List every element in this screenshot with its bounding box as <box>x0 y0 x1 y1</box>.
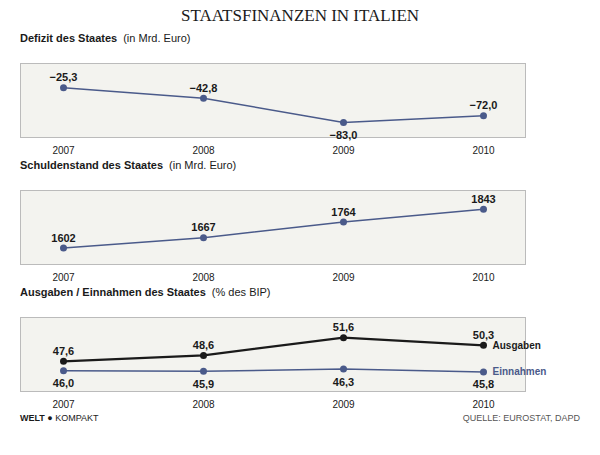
html-text:STAATSFINANZEN IN ITALIEN: STAATSFINANZEN IN ITALIEN <box>181 6 419 25</box>
svg-text:2008: 2008 <box>192 399 215 410</box>
html-text:(in Mrd. Euro): (in Mrd. Euro) <box>123 32 191 44</box>
svg-text:1602: 1602 <box>51 232 75 244</box>
svg-text:1764: 1764 <box>331 206 356 218</box>
svg-text:45,9: 45,9 <box>193 378 214 390</box>
svg-text:2009: 2009 <box>332 399 355 410</box>
html-text:(% des BIP): (% des BIP) <box>211 286 271 298</box>
svg-text:46,3: 46,3 <box>333 376 354 388</box>
svg-text:2010: 2010 <box>472 272 495 283</box>
html-text:QUELLE: EUROSTAT, DAPD: QUELLE: EUROSTAT, DAPD <box>462 413 580 423</box>
svg-text:2008: 2008 <box>192 272 215 283</box>
svg-text:50,3: 50,3 <box>473 329 494 341</box>
html-text:(in Mrd. Euro): (in Mrd. Euro) <box>169 159 237 171</box>
svg-text:2009: 2009 <box>332 145 355 156</box>
svg-text:Ausgaben: Ausgaben <box>493 340 541 351</box>
svg-text:2008: 2008 <box>192 145 215 156</box>
svg-text:2007: 2007 <box>52 272 75 283</box>
svg-text:2009: 2009 <box>332 272 355 283</box>
svg-text:2007: 2007 <box>52 399 75 410</box>
svg-text:47,6: 47,6 <box>53 345 74 357</box>
svg-text:46,0: 46,0 <box>53 377 74 389</box>
svg-text:Einnahmen: Einnahmen <box>493 366 547 377</box>
svg-text:1843: 1843 <box>471 193 495 205</box>
html-text:Ausgaben / Einnahmen des Staat: Ausgaben / Einnahmen des Staates <box>20 286 206 298</box>
svg-text:48,6: 48,6 <box>193 339 214 351</box>
html-text:WELT ● KOMPAKT: WELT ● KOMPAKT <box>20 413 99 423</box>
svg-text:−25,3: −25,3 <box>50 71 78 83</box>
svg-text:−42,8: −42,8 <box>190 82 218 94</box>
svg-text:−83,0: −83,0 <box>330 129 358 141</box>
html-text:Defizit des Staates: Defizit des Staates <box>20 32 118 44</box>
html-text:Schuldenstand des Staates: Schuldenstand des Staates <box>20 159 163 171</box>
svg-text:1667: 1667 <box>191 221 215 233</box>
svg-text:2007: 2007 <box>52 145 75 156</box>
svg-text:2010: 2010 <box>472 399 495 410</box>
svg-text:51,6: 51,6 <box>333 321 354 333</box>
svg-text:45,8: 45,8 <box>473 378 494 390</box>
svg-text:−72,0: −72,0 <box>470 99 498 111</box>
svg-text:2010: 2010 <box>472 145 495 156</box>
